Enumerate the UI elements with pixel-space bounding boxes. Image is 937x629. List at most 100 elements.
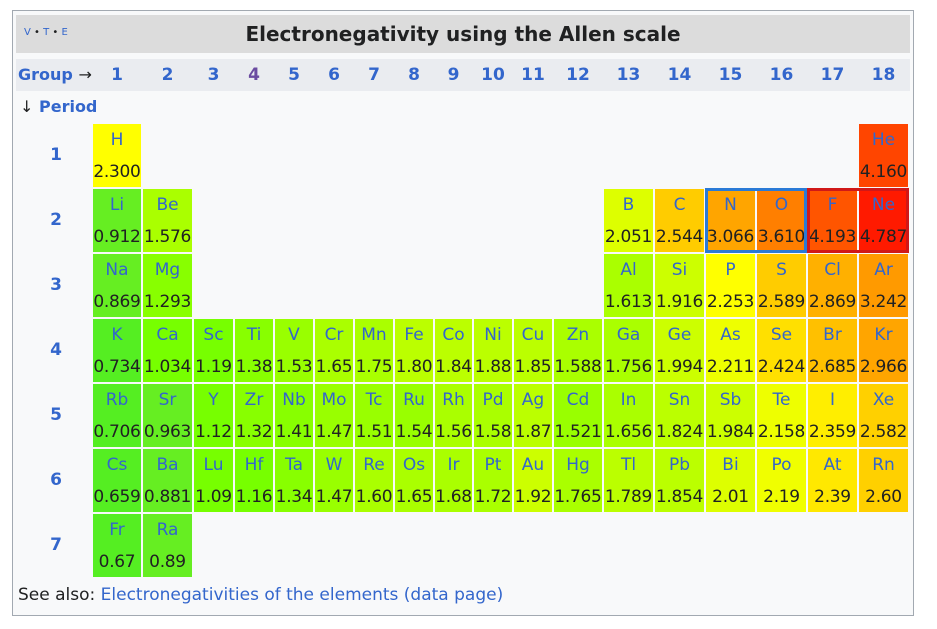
- element-symbol[interactable]: Li: [109, 195, 125, 215]
- element-symbol[interactable]: Ga: [616, 325, 641, 345]
- edit-link[interactable]: E: [61, 27, 68, 38]
- data-page-link[interactable]: Electronegativities of the elements (dat…: [100, 585, 504, 605]
- group-header-3[interactable]: 3: [207, 65, 220, 85]
- element-symbol[interactable]: Be: [156, 195, 179, 215]
- element-symbol[interactable]: Ag: [521, 390, 545, 410]
- element-symbol[interactable]: Cd: [566, 390, 590, 410]
- element-symbol[interactable]: Mn: [361, 325, 387, 345]
- element-symbol[interactable]: Sn: [668, 390, 691, 410]
- element-symbol[interactable]: Sc: [203, 325, 224, 345]
- element-symbol[interactable]: Fr: [109, 520, 125, 540]
- element-symbol[interactable]: Rh: [442, 390, 465, 410]
- element-symbol[interactable]: F: [827, 195, 838, 215]
- period-number-7[interactable]: 7: [50, 535, 62, 555]
- element-symbol[interactable]: He: [871, 130, 896, 150]
- period-number-3[interactable]: 3: [50, 275, 62, 295]
- element-symbol[interactable]: Co: [442, 325, 465, 345]
- group-header-5[interactable]: 5: [288, 65, 300, 85]
- element-symbol[interactable]: As: [720, 325, 741, 345]
- period-label[interactable]: ↓ Period: [20, 97, 98, 116]
- element-symbol[interactable]: Ru: [403, 390, 425, 410]
- period-number-4[interactable]: 4: [50, 340, 62, 360]
- element-symbol[interactable]: At: [823, 455, 842, 475]
- group-header-16[interactable]: 16: [769, 65, 794, 85]
- element-symbol[interactable]: Ni: [484, 325, 502, 345]
- element-symbol[interactable]: Ir: [447, 455, 460, 475]
- group-header-4[interactable]: 4: [248, 65, 260, 85]
- group-label[interactable]: Group →: [18, 65, 92, 84]
- group-header-13[interactable]: 13: [616, 65, 641, 85]
- group-header-14[interactable]: 14: [667, 65, 692, 85]
- element-symbol[interactable]: Nb: [282, 390, 306, 410]
- period-number-2[interactable]: 2: [50, 210, 62, 230]
- element-symbol[interactable]: Rb: [105, 390, 129, 410]
- element-symbol[interactable]: Zn: [566, 325, 590, 345]
- element-symbol[interactable]: Hf: [244, 455, 264, 475]
- talk-link[interactable]: T: [43, 27, 50, 38]
- group-header-10[interactable]: 10: [481, 65, 505, 85]
- element-symbol[interactable]: Sr: [158, 390, 177, 410]
- element-symbol[interactable]: W: [325, 455, 343, 475]
- element-symbol[interactable]: Fe: [404, 325, 424, 345]
- element-symbol[interactable]: Po: [771, 455, 792, 475]
- element-symbol[interactable]: Zr: [244, 390, 264, 410]
- element-symbol[interactable]: Tl: [620, 455, 637, 475]
- element-symbol[interactable]: Pb: [668, 455, 691, 475]
- element-symbol[interactable]: Ti: [246, 325, 262, 345]
- element-symbol[interactable]: Au: [521, 455, 545, 475]
- element-symbol[interactable]: Al: [620, 260, 637, 280]
- element-symbol[interactable]: S: [776, 260, 787, 280]
- element-symbol[interactable]: H: [110, 130, 124, 150]
- element-symbol[interactable]: Os: [402, 455, 426, 475]
- element-symbol[interactable]: Rn: [872, 455, 895, 475]
- element-symbol[interactable]: Ar: [874, 260, 893, 280]
- group-header-1[interactable]: 1: [111, 65, 123, 85]
- element-symbol[interactable]: Ra: [156, 520, 179, 540]
- group-header-12[interactable]: 12: [566, 65, 590, 85]
- element-symbol[interactable]: Xe: [872, 390, 895, 410]
- period-number-5[interactable]: 5: [50, 405, 62, 425]
- element-symbol[interactable]: Kr: [874, 325, 893, 345]
- element-symbol[interactable]: K: [111, 325, 123, 345]
- element-symbol[interactable]: Bi: [722, 455, 739, 475]
- element-symbol[interactable]: C: [673, 195, 686, 215]
- element-symbol[interactable]: Pt: [484, 455, 502, 475]
- element-symbol[interactable]: B: [622, 195, 635, 215]
- group-header-17[interactable]: 17: [820, 65, 845, 85]
- group-header-2[interactable]: 2: [161, 65, 174, 85]
- group-header-15[interactable]: 15: [718, 65, 743, 85]
- element-symbol[interactable]: Ba: [156, 455, 179, 475]
- element-symbol[interactable]: I: [829, 390, 835, 410]
- element-symbol[interactable]: Ne: [871, 195, 896, 215]
- element-symbol[interactable]: Lu: [203, 455, 224, 475]
- element-symbol[interactable]: Sb: [719, 390, 742, 410]
- element-symbol[interactable]: Mo: [321, 390, 347, 410]
- element-symbol[interactable]: Mg: [154, 260, 181, 280]
- element-symbol[interactable]: Te: [772, 390, 791, 410]
- group-header-9[interactable]: 9: [447, 65, 460, 85]
- element-symbol[interactable]: Pd: [482, 390, 504, 410]
- element-symbol[interactable]: N: [724, 195, 737, 215]
- group-header-8[interactable]: 8: [408, 65, 420, 85]
- period-number-6[interactable]: 6: [50, 470, 62, 490]
- element-symbol[interactable]: Cu: [521, 325, 545, 345]
- element-symbol[interactable]: Ca: [156, 325, 179, 345]
- view-link[interactable]: V: [24, 27, 31, 38]
- element-symbol[interactable]: Ta: [285, 455, 303, 475]
- element-symbol[interactable]: Se: [770, 325, 793, 345]
- element-symbol[interactable]: Cl: [824, 260, 841, 280]
- element-symbol[interactable]: Cs: [106, 455, 128, 475]
- element-symbol[interactable]: Re: [363, 455, 385, 475]
- element-symbol[interactable]: Cr: [324, 325, 344, 345]
- element-symbol[interactable]: Y: [208, 390, 219, 410]
- element-symbol[interactable]: P: [725, 260, 736, 280]
- group-header-18[interactable]: 18: [871, 65, 896, 85]
- element-symbol[interactable]: Na: [105, 260, 129, 280]
- element-symbol[interactable]: O: [774, 195, 789, 215]
- period-number-1[interactable]: 1: [50, 145, 62, 165]
- element-symbol[interactable]: Si: [671, 260, 688, 280]
- element-symbol[interactable]: In: [620, 390, 637, 410]
- group-header-11[interactable]: 11: [521, 65, 545, 85]
- element-symbol[interactable]: Hg: [566, 455, 590, 475]
- group-header-6[interactable]: 6: [328, 65, 340, 85]
